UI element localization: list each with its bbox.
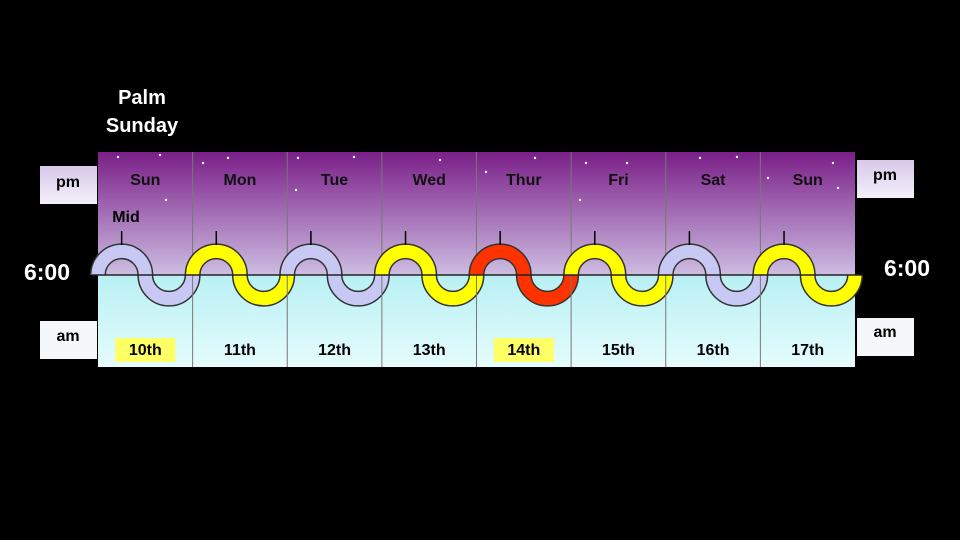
date: 17th (791, 342, 824, 359)
time-label: 6:00 (884, 255, 930, 281)
pm-label: pm (56, 174, 80, 191)
date: 15th (602, 342, 635, 359)
date: 16th (697, 342, 730, 359)
pm-box (40, 166, 97, 204)
stars (116, 153, 840, 202)
am-label: am (56, 328, 79, 345)
day-name: Sun (793, 172, 823, 189)
date: 12th (318, 342, 351, 359)
title: Palm Sunday (105, 87, 179, 137)
am-box (40, 321, 97, 359)
date-highlight (115, 338, 176, 362)
date: 14th (507, 342, 540, 359)
day-name: Sat (701, 172, 727, 189)
day-name: Sun (130, 172, 160, 189)
date: 13th (413, 342, 446, 359)
date: 10th (129, 342, 162, 359)
am-label: am (873, 324, 896, 341)
am-box (857, 318, 914, 356)
day-name: Wed (412, 172, 445, 189)
date: 11th (224, 342, 256, 359)
midnight-label: Mid (112, 209, 140, 226)
time-label: 6:00 (24, 259, 70, 285)
day-name: Fri (608, 172, 628, 189)
pm-box (857, 160, 914, 198)
day-name: Mon (224, 172, 257, 189)
date-highlight (493, 338, 554, 362)
pm-label: pm (873, 167, 897, 184)
day-name: Thur (506, 172, 542, 189)
day-name: Tue (321, 172, 348, 189)
